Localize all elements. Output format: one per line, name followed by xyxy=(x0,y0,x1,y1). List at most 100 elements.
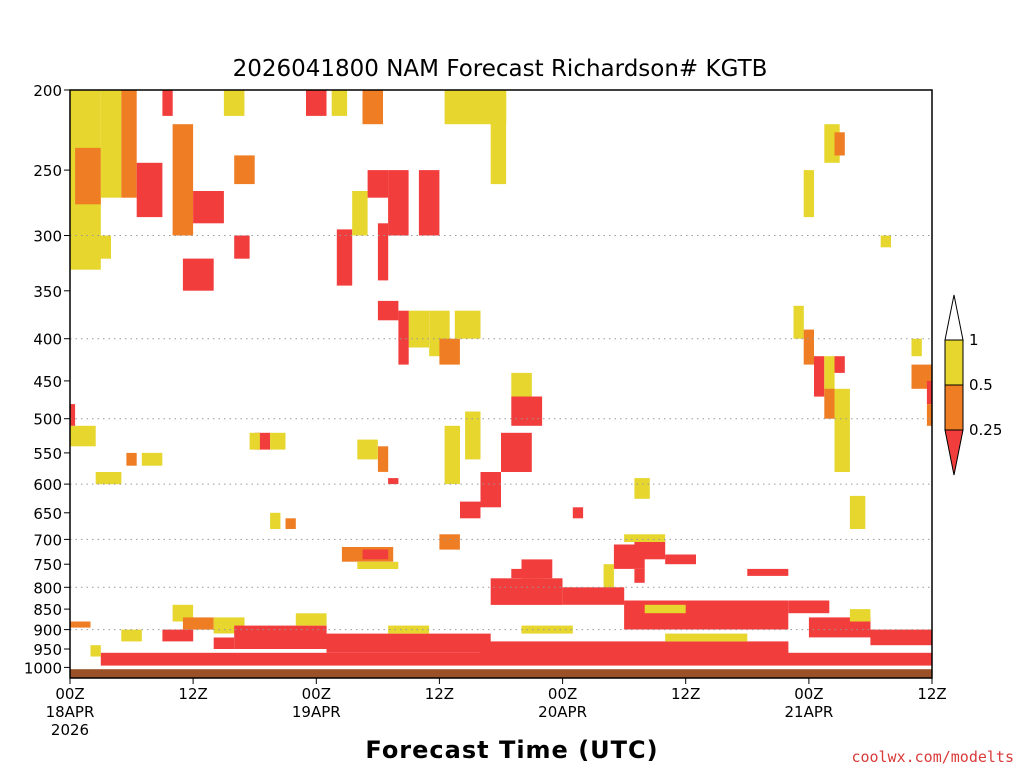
y-axis: 200 250 300 350 400 450 500 550 600 650 700 750 800 8… xyxy=(24,82,70,677)
ri-cell-43 xyxy=(388,478,399,485)
ri-cell-85 xyxy=(665,633,748,642)
ri-cell-56 xyxy=(603,564,614,588)
chart-title: 2026041800 NAM Forecast Richardson# KGTB xyxy=(233,56,768,82)
ri-cell-16 xyxy=(336,229,353,286)
ri-cell-102 xyxy=(911,364,932,389)
ri-cell-15 xyxy=(362,90,383,125)
y-tick-label-850: 850 xyxy=(33,601,62,619)
ri-cell-7 xyxy=(193,191,224,224)
y-tick-label-500: 500 xyxy=(33,411,62,429)
ri-cell-82 xyxy=(388,625,430,634)
ri-cell-76 xyxy=(121,629,142,642)
x-tick-label-60-0: 12Z xyxy=(671,685,700,703)
ri-cell-84 xyxy=(480,641,789,655)
ri-cell-11 xyxy=(234,155,255,185)
ri-cell-87 xyxy=(90,645,101,657)
ri-cell-2 xyxy=(100,90,122,198)
ri-cell-20 xyxy=(388,170,409,236)
legend: 1 0.5 0.25 xyxy=(944,294,1002,476)
ri-cell-6 xyxy=(172,124,194,236)
x-tick-label-36-0: 12Z xyxy=(425,685,454,703)
ri-cell-58 xyxy=(634,539,666,560)
ri-cell-99 xyxy=(834,356,845,373)
ri-cell-103 xyxy=(926,380,932,405)
ri-cell-51 xyxy=(270,432,286,450)
ri-cell-55 xyxy=(521,559,553,579)
ri-cell-3 xyxy=(121,90,137,198)
x-tick-label-12-0: 12Z xyxy=(178,685,207,703)
ri-cell-41 xyxy=(357,439,378,460)
y-tick-label-250: 250 xyxy=(33,162,62,180)
ri-cell-67 xyxy=(644,604,686,614)
ri-cell-37 xyxy=(439,534,460,550)
credit-text: coolwx.com/modelts xyxy=(851,748,1014,766)
y-tick-label-950: 950 xyxy=(33,641,62,659)
ri-cell-101 xyxy=(911,338,922,357)
ri-cell-9 xyxy=(234,235,250,259)
ri-cell-74 xyxy=(182,617,214,630)
ri-cell-30 xyxy=(511,372,532,397)
ri-cell-8 xyxy=(182,258,214,291)
ri-cell-83 xyxy=(521,625,573,634)
ri-cell-33 xyxy=(480,472,501,508)
ri-cell-13 xyxy=(306,90,327,116)
ri-cell-61 xyxy=(634,568,645,583)
y-tick-label-450: 450 xyxy=(33,373,62,391)
ri-cell-90 xyxy=(834,132,845,156)
legend-swatch-below-025 xyxy=(944,429,964,476)
ri-cell-59 xyxy=(665,554,696,565)
ri-cell-48 xyxy=(141,452,163,466)
legend-swatch-above-1 xyxy=(944,294,964,341)
ri-cell-80 xyxy=(326,633,491,653)
y-tick-label-350: 350 xyxy=(33,283,62,301)
ri-cell-19 xyxy=(377,223,389,281)
ri-cell-60 xyxy=(624,534,666,542)
ri-cell-32 xyxy=(501,432,532,472)
ri-cell-91 xyxy=(803,170,814,218)
gridlines xyxy=(70,235,932,631)
ri-cell-70 xyxy=(808,617,871,638)
x-tick-label-84-0: 12Z xyxy=(917,685,946,703)
ri-cell-88 xyxy=(70,621,91,628)
ri-cell-52 xyxy=(270,512,281,529)
ri-cell-53 xyxy=(285,518,296,529)
ri-cell-40 xyxy=(362,549,389,560)
y-tick-label-300: 300 xyxy=(33,228,62,246)
ri-cell-12 xyxy=(90,235,111,259)
ri-cell-27 xyxy=(454,310,481,339)
ri-cell-98 xyxy=(849,495,866,529)
ri-cell-104 xyxy=(926,404,932,426)
x-tick-label-0-1: 18APR xyxy=(46,703,95,721)
ri-cell-21 xyxy=(418,170,440,236)
ri-cell-73 xyxy=(172,604,194,622)
ri-cell-36 xyxy=(460,501,481,519)
ri-cell-62 xyxy=(634,478,650,499)
ri-cell-18 xyxy=(367,170,389,198)
y-tick-label-700: 700 xyxy=(33,531,62,549)
x-tick-label-0-2: 2026 xyxy=(51,721,89,739)
plot-frame xyxy=(69,89,933,679)
x-axis-label: Forecast Time (UTC) xyxy=(365,736,658,764)
ri-cell-86 xyxy=(100,652,933,666)
ri-cell-23 xyxy=(490,90,507,185)
ri-cell-28 xyxy=(377,300,399,321)
y-tick-label-900: 900 xyxy=(33,622,62,640)
ri-cell-50 xyxy=(249,432,260,450)
legend-label-0: 1 xyxy=(969,331,979,349)
ri-cell-26 xyxy=(439,338,460,365)
surface-band xyxy=(70,669,932,678)
ri-cell-96 xyxy=(824,388,835,419)
ri-cell-31 xyxy=(511,396,543,426)
x-tick-label-72-1: 21APR xyxy=(784,703,833,721)
ri-cell-17 xyxy=(352,191,368,236)
x-tick-label-48-1: 20APR xyxy=(538,703,587,721)
ri-cell-78 xyxy=(234,625,327,649)
ri-cell-93 xyxy=(803,329,814,365)
y-tick-label-650: 650 xyxy=(33,505,62,523)
legend-label-1: 0.5 xyxy=(969,376,993,394)
ri-cell-64 xyxy=(490,578,563,605)
ri-cell-79 xyxy=(213,637,235,649)
ri-cell-97 xyxy=(834,388,850,472)
